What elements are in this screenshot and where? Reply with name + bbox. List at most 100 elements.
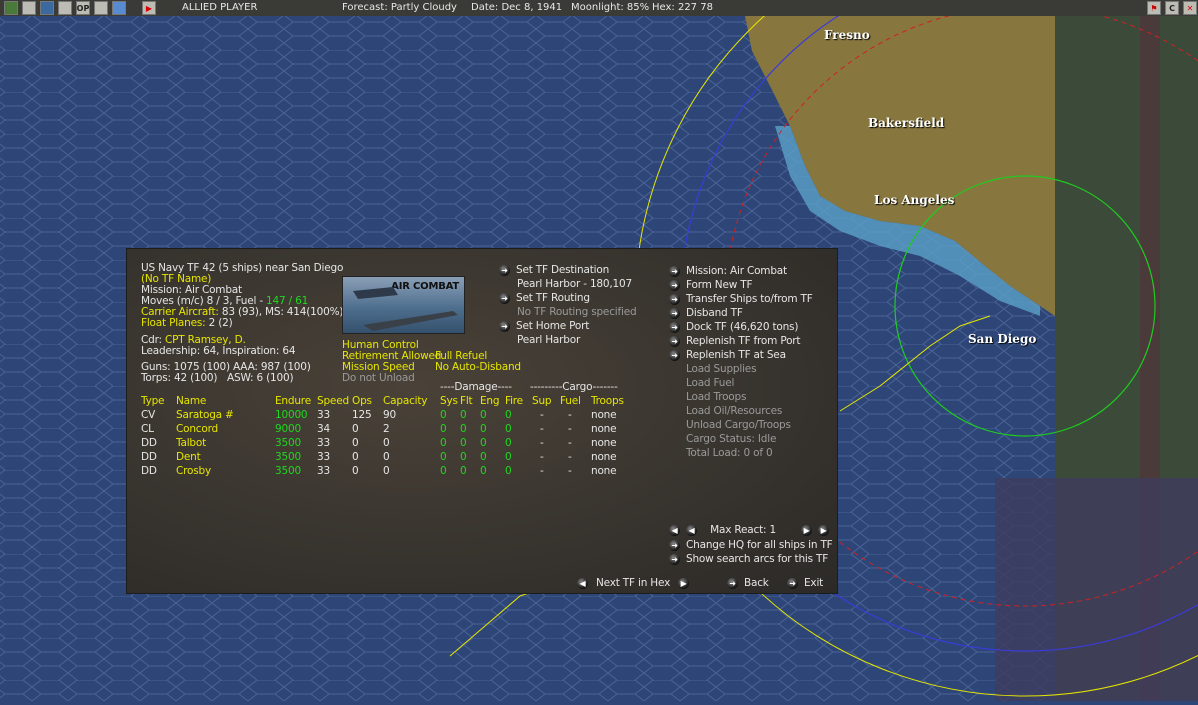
search-arcs-button[interactable]: ➜ Show search arcs for this TF [669, 553, 828, 565]
cell-sys: 0 [440, 437, 447, 449]
disband-setting[interactable]: No Auto-Disband [435, 361, 521, 373]
ship-row[interactable]: DD Talbot 3500 33 0 0 0 0 0 0 - - none [127, 437, 837, 451]
exit-button[interactable]: ➜ Exit [787, 577, 823, 589]
tf-actions-list: ➜ Mission: Air Combat ➜ Form New TF ➜ Trans… [669, 264, 813, 460]
tf-mission: Mission: Air Combat [141, 284, 242, 296]
ship-row[interactable]: DD Crosby 3500 33 0 0 0 0 0 0 - - none [127, 465, 837, 479]
cell-name[interactable]: Talbot [176, 437, 207, 449]
city-label-los-angeles: Los Angeles [874, 193, 955, 207]
action-dock-tf[interactable]: ➜ Dock TF (46,620 tons) [669, 320, 813, 334]
unload-setting[interactable]: Do not Unload [342, 372, 415, 384]
action-label: Dock TF (46,620 tons) [686, 321, 799, 333]
action-mission[interactable]: ➜ Mission: Air Combat [669, 264, 813, 278]
cell-name[interactable]: Saratoga # [176, 409, 234, 421]
cell-name[interactable]: Crosby [176, 465, 211, 477]
globe-icon[interactable] [40, 1, 54, 15]
arrow-right-icon: ➜ [669, 279, 680, 291]
tf-header: US Navy TF 42 (5 ships) near San Diego [141, 262, 344, 274]
cell-flt: 0 [460, 465, 467, 477]
cell-fire: 0 [505, 465, 512, 477]
fast-forward-icon[interactable]: ▶ [818, 524, 830, 536]
header-troops: Troops [591, 395, 624, 407]
cell-type: CL [141, 423, 154, 435]
control-setting[interactable]: Human Control [342, 339, 419, 351]
action-replenish-port[interactable]: ➜ Replenish TF from Port [669, 334, 813, 348]
next-tf-icon[interactable]: ▶ [678, 577, 690, 589]
torps: Torps: 42 (100) [141, 372, 218, 384]
cargo-group-header: ---------Cargo------- [530, 381, 618, 393]
ship-row[interactable]: DD Dent 3500 33 0 0 0 0 0 0 - - none [127, 451, 837, 465]
back-button[interactable]: ➜ Back [727, 577, 769, 589]
end-turn-icon[interactable]: ▶ [142, 1, 156, 15]
carrier-label: Carrier Aircraft: [141, 306, 219, 318]
refuel-setting[interactable]: Full Refuel [435, 350, 488, 362]
arrow-right-icon: ➜ [727, 577, 738, 589]
retirement-setting[interactable]: Retirement Allowed [342, 350, 442, 362]
ship-row[interactable]: CL Concord 9000 34 0 2 0 0 0 0 - - none [127, 423, 837, 437]
cell-sup: - [540, 437, 544, 449]
arrow-right-icon: ➜ [669, 335, 680, 347]
back-icon[interactable]: ◀ [686, 524, 697, 536]
weather-icon[interactable] [112, 1, 126, 15]
action-transfer-ships[interactable]: ➜ Transfer Ships to/from TF [669, 292, 813, 306]
carrier-aircraft[interactable]: Carrier Aircraft: 83 (93), MS: 414(100%) [141, 306, 343, 318]
action-replenish-sea[interactable]: ➜ Replenish TF at Sea [669, 348, 813, 362]
carrier-ship-icon [353, 287, 458, 331]
cell-capacity: 0 [383, 437, 390, 449]
fast-back-icon[interactable]: ◀ [669, 524, 680, 536]
prev-tf-icon[interactable]: ◀ [577, 577, 588, 589]
cdr-value[interactable]: CPT Ramsey, D. [165, 334, 246, 346]
back-label: Back [744, 577, 769, 589]
city-label-bakersfield: Bakersfield [868, 116, 945, 130]
cell-name[interactable]: Concord [176, 423, 219, 435]
cell-ops: 0 [352, 423, 359, 435]
header-fire: Fire [505, 395, 523, 407]
clock-icon[interactable] [58, 1, 72, 15]
float-label: Float Planes: [141, 317, 206, 329]
cell-endure: 3500 [275, 451, 301, 463]
report-icon[interactable] [94, 1, 108, 15]
action-disband-tf[interactable]: ➜ Disband TF [669, 306, 813, 320]
flag-icon[interactable]: ⚑ [1147, 1, 1161, 15]
base-icon[interactable] [22, 1, 36, 15]
cell-troops: none [591, 437, 617, 449]
tf-name[interactable]: (No TF Name) [141, 273, 212, 285]
cell-fire: 0 [505, 409, 512, 421]
table-header-row: Type Name Endure Speed Ops Capacity Sys Flt Eng F… [127, 395, 837, 409]
cell-sup: - [540, 423, 544, 435]
cell-endure: 9000 [275, 423, 301, 435]
commander: Cdr: CPT Ramsey, D. [141, 334, 246, 346]
close-icon[interactable]: ✕ [1183, 1, 1197, 15]
unit-icon[interactable] [4, 1, 18, 15]
forward-icon[interactable]: ▶ [801, 524, 813, 536]
date: Date: Dec 8, 1941 [471, 2, 563, 13]
set-home-port-button[interactable]: ➜ Set Home Port [499, 320, 589, 332]
mission-image: AIR COMBAT [342, 276, 465, 334]
c-icon[interactable]: C [1165, 1, 1179, 15]
set-destination-button[interactable]: ➜ Set TF Destination [499, 264, 609, 276]
moves-text: Moves (m/c) 8 / 3, Fuel - [141, 295, 267, 307]
header-sys: Sys [440, 395, 458, 407]
fuel-value: 147 / 61 [266, 295, 309, 307]
cell-type: DD [141, 437, 157, 449]
home-port-value: Pearl Harbor [517, 334, 581, 346]
ship-row[interactable]: CV Saratoga # 10000 33 125 90 0 0 0 0 - - none [127, 409, 837, 423]
cell-name[interactable]: Dent [176, 451, 201, 463]
load-troops: Load Troops [686, 391, 747, 403]
action-label: Disband TF [686, 307, 743, 319]
moonlight: Moonlight: 85% [571, 2, 650, 13]
op-icon[interactable]: OP [76, 1, 90, 15]
set-routing-button[interactable]: ➜ Set TF Routing [499, 292, 590, 304]
action-form-new-tf[interactable]: ➜ Form New TF [669, 278, 813, 292]
speed-setting[interactable]: Mission Speed [342, 361, 415, 373]
change-hq-button[interactable]: ➜ Change HQ for all ships in TF [669, 539, 833, 551]
load-oil-resources: Load Oil/Resources [686, 405, 783, 417]
float-value: 2 (2) [205, 317, 233, 329]
search-arcs-label: Show search arcs for this TF [686, 553, 829, 565]
cell-fire: 0 [505, 437, 512, 449]
damage-group-header: ----Damage---- [440, 381, 512, 393]
arrow-right-icon: ➜ [669, 539, 680, 551]
guns: Guns: 1075 (100) AAA: 987 (100) [141, 361, 311, 373]
cell-fuel: - [568, 437, 572, 449]
float-planes[interactable]: Float Planes: 2 (2) [141, 317, 233, 329]
